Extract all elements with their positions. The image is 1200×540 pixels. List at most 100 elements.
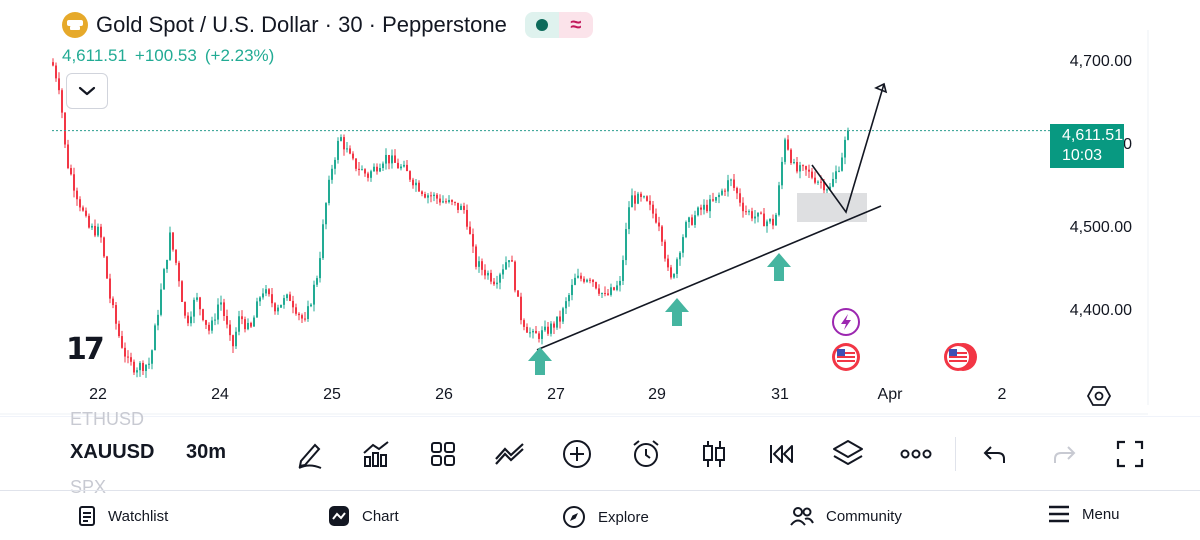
chevron-down-icon [78, 86, 96, 96]
price-chart[interactable] [0, 0, 1200, 416]
candle-body [469, 226, 471, 235]
candle-body [739, 193, 741, 203]
candle-body [766, 221, 768, 227]
redo-icon[interactable] [1044, 434, 1084, 474]
candle-body [541, 330, 543, 339]
candle-body [646, 196, 648, 201]
candle-body [445, 201, 447, 203]
compare-icon[interactable] [490, 434, 530, 474]
candle-body [790, 149, 792, 163]
candle-type-icon[interactable] [694, 434, 734, 474]
candle-body [487, 272, 489, 276]
candle-body [409, 171, 411, 180]
price-axis-label: 4,500.00 [1069, 219, 1132, 236]
add-plus-icon[interactable] [557, 434, 597, 474]
candle-body [211, 320, 213, 331]
more-dots-icon[interactable] [896, 434, 936, 474]
time-axis-label: 26 [435, 386, 453, 403]
candle-body [127, 356, 129, 358]
candle-body [355, 158, 357, 169]
candle-body [454, 201, 456, 203]
candle-body [691, 217, 693, 225]
candle-body [361, 169, 363, 171]
candle-body [673, 273, 675, 278]
tradingview-logo[interactable]: 17 [66, 332, 105, 367]
candle-body [466, 209, 468, 227]
chart-settings-button[interactable] [1086, 385, 1112, 412]
layers-icon[interactable] [828, 434, 868, 474]
flash-event-icon [832, 308, 860, 336]
candle-body [556, 316, 558, 328]
alert-clock-icon[interactable] [626, 434, 666, 474]
candle-body [787, 139, 789, 150]
candle-body [709, 199, 711, 212]
candle-body [667, 258, 669, 268]
candle-body [76, 190, 78, 200]
symbol-selector[interactable]: XAUUSD [70, 441, 155, 463]
candle-body [319, 258, 321, 279]
candle-body [550, 323, 552, 334]
candle-body [724, 190, 726, 192]
candle-body [535, 330, 537, 334]
candle-body [697, 207, 699, 216]
candle-body [370, 171, 372, 178]
candle-body [160, 289, 162, 315]
candle-body [763, 213, 765, 227]
prev-symbol[interactable]: ETHUSD [70, 409, 145, 429]
undo-icon[interactable] [975, 434, 1015, 474]
status-pill[interactable]: ≈ [524, 12, 593, 38]
templates-grid-icon[interactable] [423, 434, 463, 474]
replay-icon[interactable] [761, 434, 801, 474]
candle-body [376, 166, 378, 172]
candle-body [364, 169, 366, 174]
nav-watchlist[interactable]: Watchlist [78, 505, 168, 527]
candle-body [139, 362, 141, 371]
time-axis-label: 22 [89, 386, 107, 403]
candle-body [634, 195, 636, 204]
candle-body [595, 282, 597, 289]
nav-explore[interactable]: Explore [562, 505, 649, 529]
nav-chart[interactable]: Chart [328, 505, 399, 527]
candle-body [493, 281, 495, 285]
candle-body [331, 168, 333, 180]
candle-body [295, 307, 297, 314]
nav-community[interactable]: Community [790, 505, 902, 527]
candle-body [277, 307, 279, 312]
candle-body [502, 269, 504, 275]
fullscreen-icon[interactable] [1110, 434, 1150, 474]
last-price: 4,611.51 [62, 46, 127, 65]
candle-body [307, 306, 309, 319]
symbol-title[interactable]: Gold Spot / U.S. Dollar · 30 · Peppersto… [96, 12, 507, 37]
candle-body [754, 216, 756, 219]
candle-body [145, 364, 147, 371]
nav-menu[interactable]: Menu [1048, 505, 1120, 523]
collapse-legend-button[interactable] [66, 73, 108, 109]
candle-body [475, 246, 477, 267]
candle-body [352, 153, 354, 159]
candle-body [439, 198, 441, 203]
candle-body [472, 234, 474, 247]
candle-body [142, 362, 144, 371]
price-axis-label: 4,400.00 [1069, 302, 1132, 319]
buy-arrow-marker [528, 347, 552, 375]
candle-body [553, 323, 555, 328]
us-flag-icon [832, 343, 860, 371]
candle-body [286, 294, 288, 299]
candle-body [247, 322, 249, 330]
compass-icon [563, 506, 585, 528]
draw-pen-icon[interactable] [290, 434, 330, 474]
next-symbol[interactable]: SPX [70, 477, 107, 497]
candle-body [298, 313, 300, 316]
candle-body [109, 278, 111, 299]
candle-body [115, 305, 117, 324]
candle-body [55, 65, 57, 79]
interval-selector[interactable]: 30m [186, 441, 227, 463]
candle-body [349, 148, 351, 154]
candle-body [217, 304, 219, 320]
watchlist-icon [79, 506, 95, 526]
candle-body [88, 215, 90, 228]
candle-body [448, 199, 450, 203]
gold-bars-icon [62, 12, 88, 38]
candle-body [523, 320, 525, 327]
indicators-icon[interactable] [356, 434, 396, 474]
